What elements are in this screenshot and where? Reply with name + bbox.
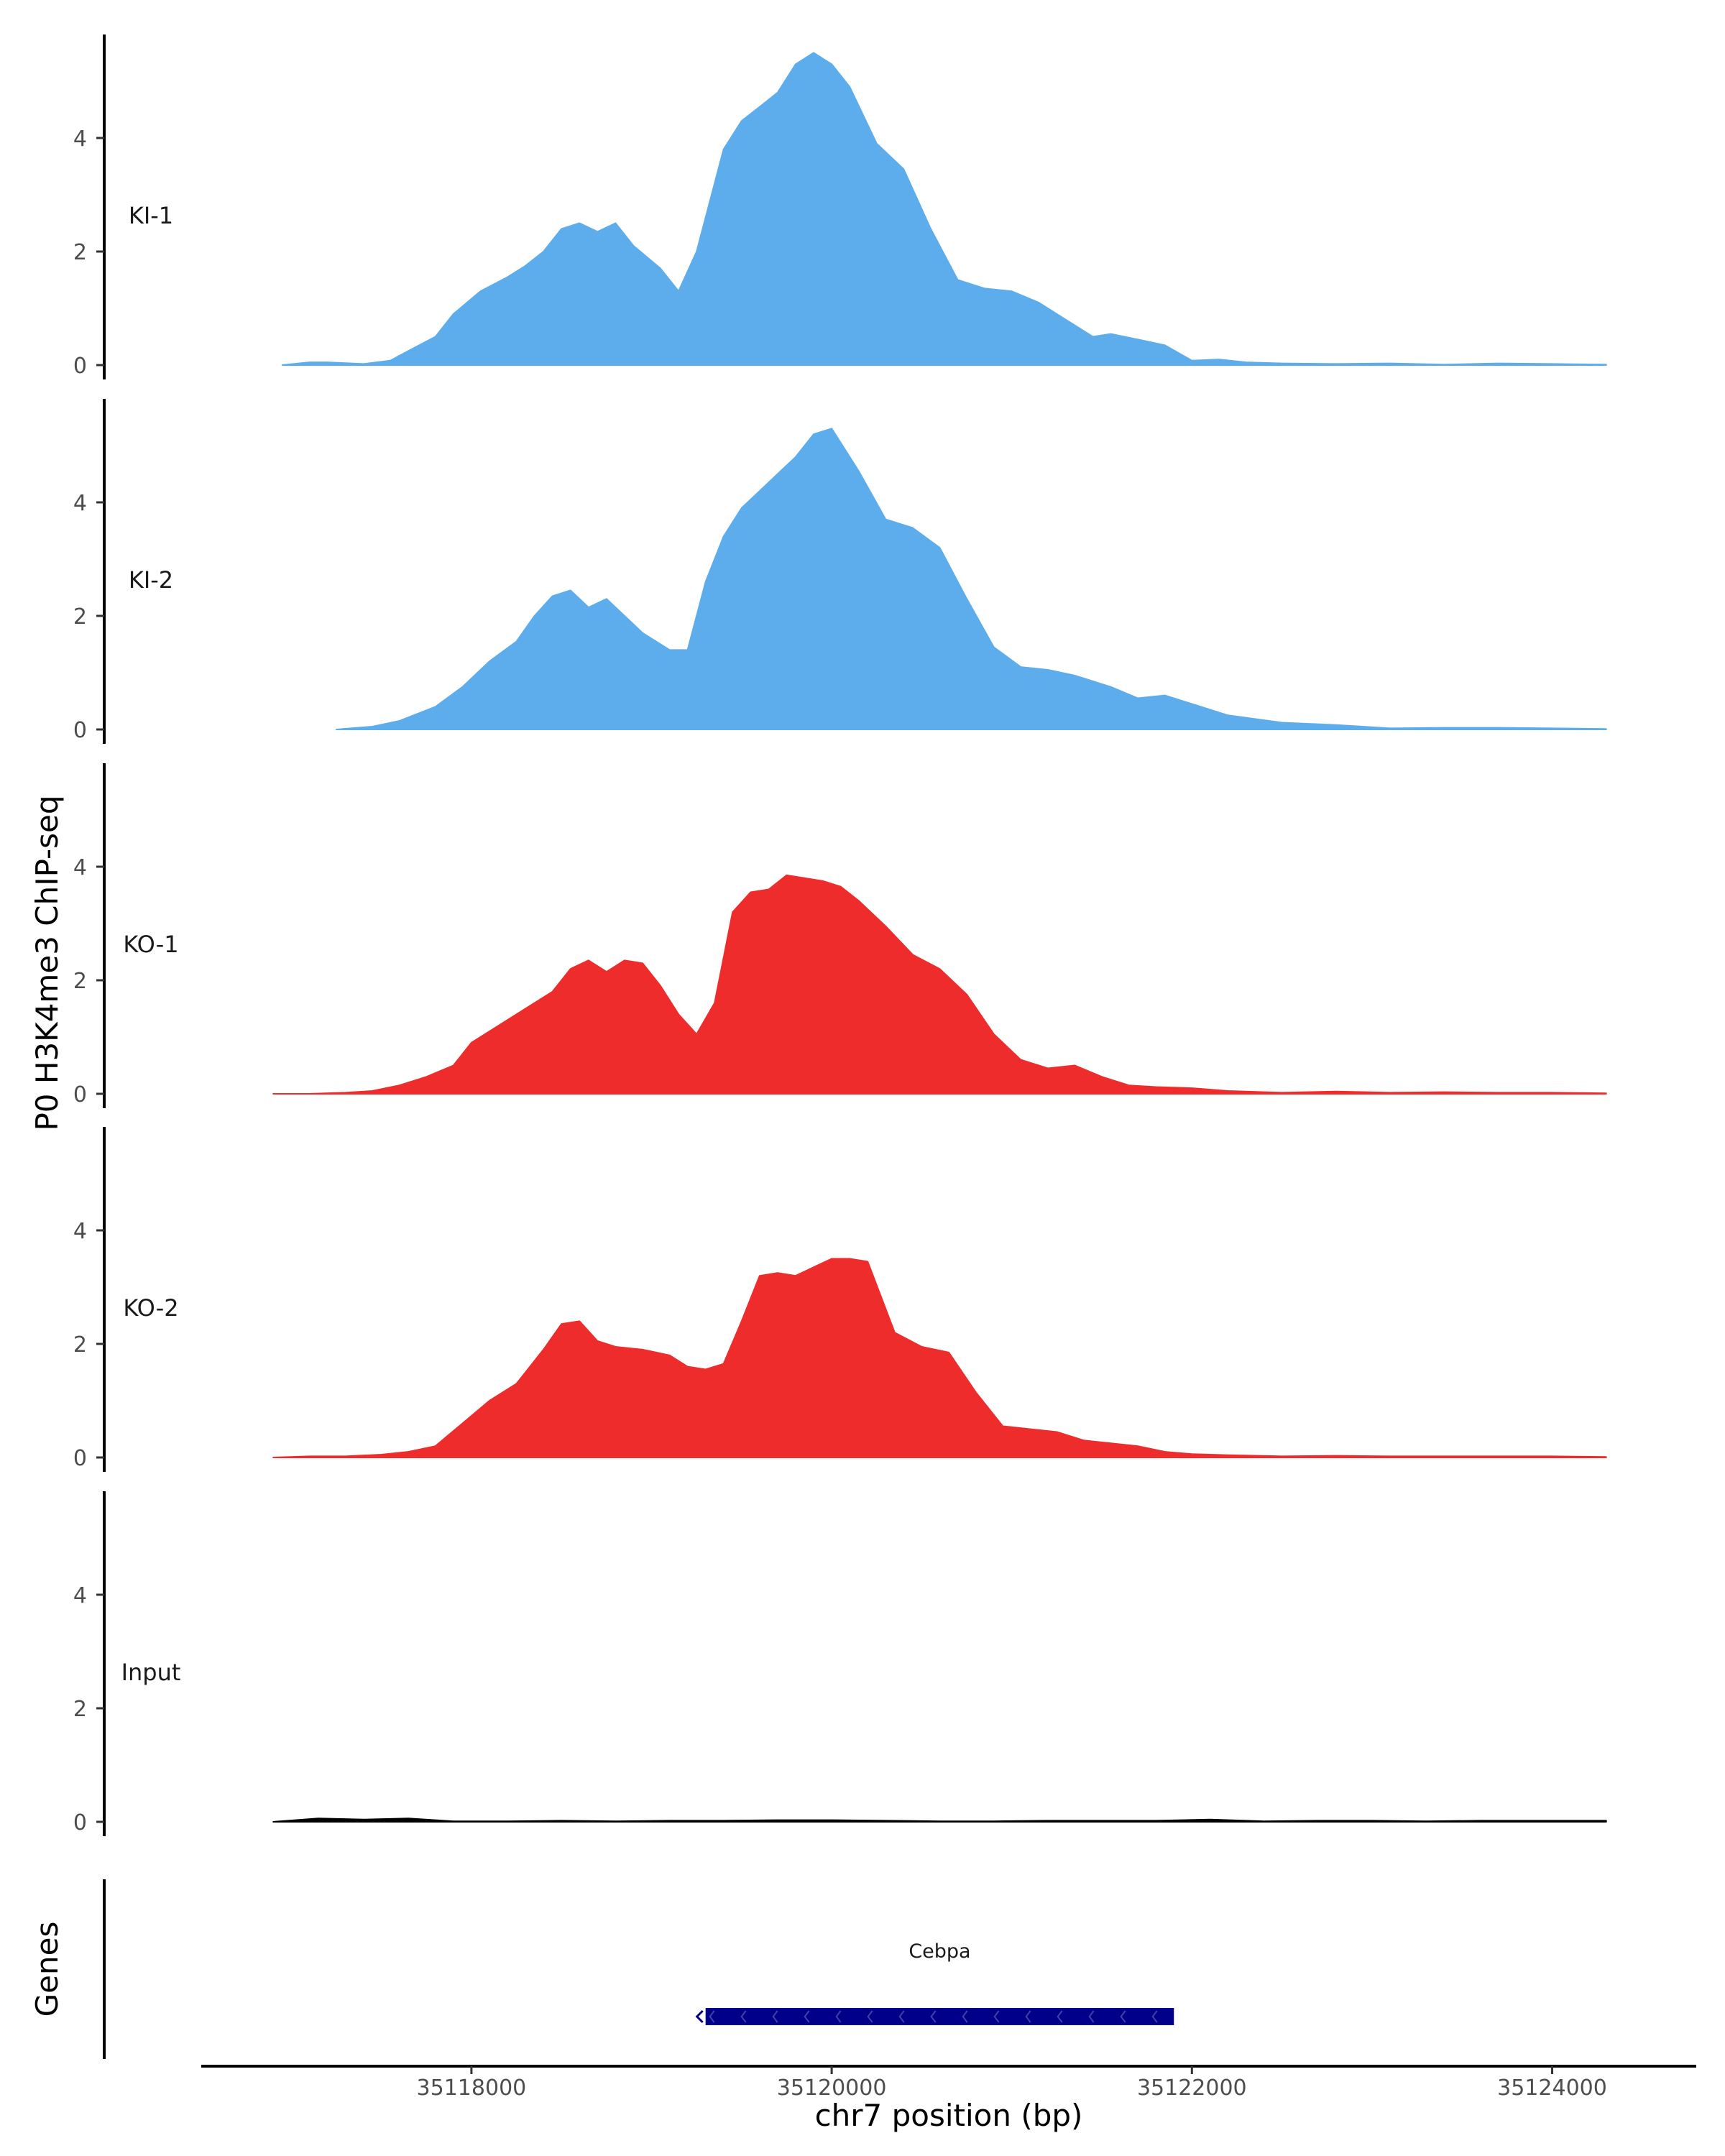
track-ko-2: 0 2 4 KO-2 xyxy=(73,1127,1607,1472)
track-label: Input xyxy=(121,1659,181,1686)
x-axis: 35118000 35120000 35122000 35124000 xyxy=(201,2065,1696,2101)
strand-arrow xyxy=(962,2010,968,2023)
y-tick-label: 0 xyxy=(73,1082,87,1107)
y-tick-label: 0 xyxy=(73,718,87,743)
strand-arrow xyxy=(709,2010,715,2023)
strand-arrow xyxy=(993,2010,1000,2023)
strand-arrow xyxy=(867,2010,873,2023)
gene-label: Cebpa xyxy=(908,1940,970,1963)
strand-arrow xyxy=(740,2010,747,2023)
track-label: KO-2 xyxy=(123,1294,178,1322)
y-tick-label: 2 xyxy=(73,604,87,630)
y-tick-label: 4 xyxy=(73,126,87,152)
genes-axis-title: Genes xyxy=(29,1922,65,2017)
track-label: KI-2 xyxy=(129,566,173,594)
x-tick-label: 35122000 xyxy=(1137,2076,1247,2101)
track-ki-2: 0 2 4 KI-2 xyxy=(73,399,1607,744)
strand-arrow-head xyxy=(695,2009,704,2024)
track-input: 0 2 4 Input xyxy=(73,1491,1607,1836)
y-tick-label: 2 xyxy=(73,969,87,994)
y-tick-label: 0 xyxy=(73,1446,87,1471)
strand-arrow xyxy=(804,2010,810,2023)
area-ko-1 xyxy=(272,874,1607,1095)
x-axis-title: chr7 position (bp) xyxy=(815,2098,1083,2133)
strand-arrow xyxy=(1057,2010,1063,2023)
genes-panel: Cebpa xyxy=(103,1879,1174,2059)
track-label: KO-1 xyxy=(123,931,178,958)
area-ki-1 xyxy=(281,52,1607,366)
strand-arrow xyxy=(1025,2010,1031,2023)
area-ki-2 xyxy=(336,428,1607,730)
y-tick-label: 0 xyxy=(73,354,87,379)
strand-arrow xyxy=(1088,2010,1095,2023)
gene-cebpa: Cebpa xyxy=(695,1940,1174,2025)
y-tick-label: 2 xyxy=(73,1332,87,1358)
y-tick-label: 0 xyxy=(73,1810,87,1835)
coverage-tracks: 0 2 4 KI-1 0 2 4 KI-2 0 2 4 KO-1 0 2 4 KO-2 0 2 4 Input xyxy=(73,34,1607,1836)
y-tick-label: 4 xyxy=(73,855,87,880)
strand-arrow xyxy=(835,2010,842,2023)
y-tick-label: 4 xyxy=(73,1219,87,1244)
y-tick-label: 4 xyxy=(73,1583,87,1608)
x-tick-label: 35124000 xyxy=(1497,2076,1607,2101)
x-tick-label: 35118000 xyxy=(417,2076,527,2101)
area-ko-2 xyxy=(272,1258,1607,1458)
y-axis-title: P0 H3K4me3 ChIP-seq xyxy=(29,795,65,1130)
strand-arrow xyxy=(930,2010,937,2023)
y-tick-label: 4 xyxy=(73,491,87,516)
y-tick-label: 2 xyxy=(73,240,87,265)
strand-arrow xyxy=(1120,2010,1126,2023)
strand-arrow xyxy=(772,2010,778,2023)
strand-arrow xyxy=(898,2010,905,2023)
gene-body xyxy=(705,2008,1174,2025)
y-tick-label: 2 xyxy=(73,1697,87,1722)
track-label: KI-1 xyxy=(129,202,173,229)
x-tick-label: 35120000 xyxy=(777,2076,887,2101)
track-ki-1: 0 2 4 KI-1 xyxy=(73,34,1607,379)
strand-arrow xyxy=(1151,2010,1158,2023)
area-input xyxy=(272,1818,1607,1823)
track-ko-1: 0 2 4 KO-1 xyxy=(73,763,1607,1108)
